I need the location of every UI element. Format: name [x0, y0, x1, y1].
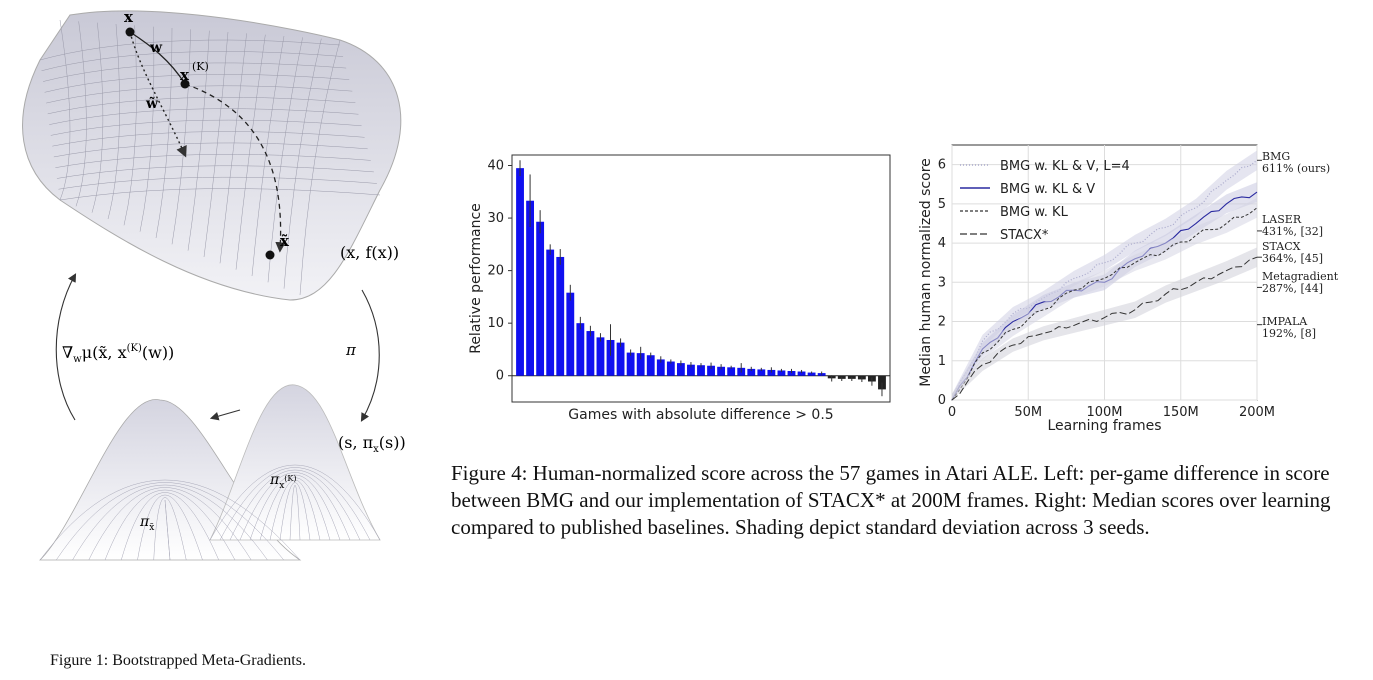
bar [526, 200, 535, 376]
x-tick-label: 0 [948, 405, 956, 420]
y-tick-label: 20 [487, 264, 504, 279]
bar [636, 353, 645, 376]
bar [727, 367, 736, 376]
bar [616, 342, 625, 376]
bar [666, 361, 675, 376]
line-x-axis-label: Learning frames [1047, 418, 1161, 434]
y-tick-label: 2 [938, 315, 946, 330]
label-xK-sup: (K) [192, 60, 209, 73]
bar [566, 292, 575, 376]
series-line [951, 256, 1258, 401]
bar [656, 359, 665, 376]
bar [807, 372, 816, 376]
legend-label: STACX* [1000, 228, 1049, 243]
surface-grid [39, 19, 381, 296]
baseline-annotation: IMPALA [1262, 315, 1308, 328]
bar [646, 355, 655, 376]
bar [707, 365, 715, 376]
bar [757, 369, 766, 376]
bar [747, 368, 756, 376]
label-x-tilde: x̃ [280, 232, 290, 250]
bar [717, 366, 726, 376]
figure4-caption: Figure 4: Human-normalized score across … [451, 461, 1331, 539]
policy-arrow [209, 409, 241, 421]
bar [687, 364, 695, 376]
label-w: w [149, 40, 163, 56]
bar [676, 363, 685, 376]
bar-x-axis-label: Games with absolute difference > 0.5 [568, 407, 833, 423]
y-tick-label: 0 [938, 393, 946, 408]
baseline-annotation: 287%, [44] [1262, 282, 1323, 295]
bar [797, 371, 806, 376]
label-meta-gradient: ∇wμ(x̃, x(K)(w)) [62, 343, 174, 365]
label-pi-xK: πx(K) [269, 472, 297, 491]
x-tick-label: 150M [1163, 405, 1199, 420]
bar [626, 352, 635, 376]
bar [787, 370, 796, 376]
baseline-annotation: 192%, [8] [1262, 327, 1316, 340]
point-x [125, 27, 135, 37]
bar [697, 365, 705, 376]
baseline-annotation: 364%, [45] [1262, 252, 1323, 265]
x-tick-label: 100M [1086, 405, 1122, 420]
line-y-axis-label: Median human normalized score [918, 158, 934, 387]
cycle-arrow-left [55, 273, 77, 421]
label-s-pi: (s, πx(s)) [338, 433, 406, 455]
x-tick-label: 200M [1239, 405, 1275, 420]
line-chart-median-score: 0 1 2 3 4 5 6 0 50M 100M 150M 200M BMG w. KL & V, L=… [918, 144, 1339, 434]
trajectory-x-tilde [184, 83, 286, 253]
x-tick-label: 50M [1014, 405, 1042, 420]
series-line [951, 207, 1258, 401]
baseline-annotation: 431%, [32] [1262, 225, 1323, 238]
baseline-annotation: STACX [1262, 240, 1301, 253]
y-tick-label: 10 [487, 316, 504, 331]
bar [606, 339, 615, 376]
bar [576, 323, 585, 376]
bootstrapped-meta-gradient-figure: x w x (K) w̃ x̃ (x, f(x)) π (s, πx(s)) ∇… [22, 8, 406, 561]
bar [878, 375, 886, 390]
bar [767, 369, 776, 376]
point-xK [180, 79, 190, 89]
y-tick-label: 3 [938, 275, 946, 290]
baseline-annotation: 611% (ours) [1262, 162, 1330, 175]
baseline-annotation: Metagradient [1262, 270, 1339, 283]
trajectory-w [129, 31, 186, 85]
cycle-arrow-right [360, 289, 380, 422]
bar-plot-frame [511, 154, 891, 403]
y-tick-label: 5 [938, 197, 946, 212]
loss-surface [22, 10, 402, 301]
figure1-caption: Figure 1: Bootstrapped Meta-Gradients. [50, 652, 306, 669]
bar [546, 249, 555, 376]
bar [536, 221, 545, 376]
baseline-annotation: BMG [1262, 150, 1290, 163]
label-w-tilde: w̃ [145, 95, 159, 112]
label-pi: π [345, 341, 357, 359]
bar-chart-relative-performance: 40 30 20 10 0 Relative performance Games with … [468, 154, 891, 423]
label-x: x [124, 8, 134, 26]
label-pi-x-tilde: πx̃ [139, 514, 154, 533]
series-std-band [952, 150, 1257, 400]
y-tick-label: 6 [938, 158, 946, 173]
y-tick-label: 0 [496, 369, 504, 384]
legend-label: BMG w. KL [1000, 205, 1069, 220]
legend-label: BMG w. KL & V, L=4 [1000, 159, 1130, 174]
bar [556, 256, 565, 376]
bar-y-axis-label: Relative performance [468, 203, 484, 354]
y-tick-label: 40 [487, 159, 504, 174]
label-x-fx: (x, f(x)) [340, 243, 399, 262]
bar [596, 337, 605, 376]
bar [777, 370, 786, 376]
y-tick-label: 4 [938, 236, 946, 251]
label-xK: x [180, 66, 190, 84]
baseline-annotation: LASER [1262, 213, 1302, 226]
series-std-band [952, 197, 1257, 400]
y-tick-label: 30 [487, 211, 504, 226]
legend-label: BMG w. KL & V [1000, 182, 1095, 197]
bar [516, 168, 524, 376]
point-x-tilde [265, 250, 275, 260]
y-tick-label: 1 [938, 354, 946, 369]
policy-hill-right [209, 384, 381, 541]
bar [586, 331, 595, 376]
series-std-band [952, 247, 1257, 400]
